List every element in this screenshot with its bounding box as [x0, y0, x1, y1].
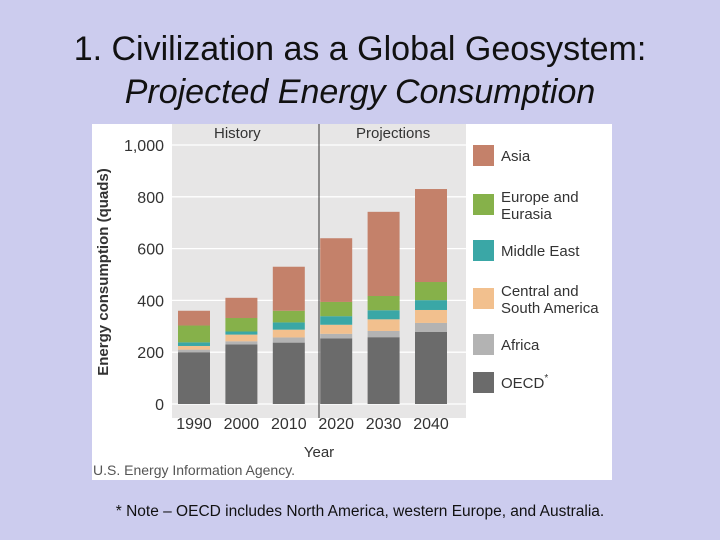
bar-segment [320, 338, 353, 404]
bar-segment [225, 331, 258, 335]
bar-segment [178, 310, 210, 326]
bar-segment [272, 329, 305, 338]
x-tick-label: 2000 [224, 416, 260, 433]
bar-segment [415, 331, 447, 404]
history-label: History [214, 125, 261, 142]
bar-segment [225, 334, 258, 342]
legend-swatch [473, 372, 494, 393]
x-tick-label: 2030 [366, 416, 402, 433]
bar-segment [367, 330, 400, 338]
bar-segment [272, 337, 305, 343]
bar-segment [272, 266, 305, 311]
bar-segment [178, 342, 210, 346]
bar-segment [415, 189, 447, 283]
slide-title: 1. Civilization as a Global Geosystem: P… [0, 28, 720, 114]
y-tick-label: 0 [155, 397, 164, 414]
chart-figure: 0 200 400 600 800 1,000 Energy consumption (qu… [92, 124, 612, 480]
y-tick-label: 400 [137, 293, 164, 310]
x-tick-label: 2020 [318, 416, 354, 433]
stacked-bar-chart: 0 200 400 600 800 1,000 Energy consumption (qu… [93, 124, 599, 478]
legend-swatch [473, 194, 494, 215]
bar-segment [367, 211, 400, 296]
legend-swatch [473, 240, 494, 261]
bar-segment [178, 345, 210, 350]
bar-segment [320, 324, 353, 334]
bar-segment [272, 322, 305, 330]
projections-label: Projections [356, 125, 430, 142]
x-tick-label: 1990 [176, 416, 212, 433]
y-tick-label: 800 [137, 190, 164, 207]
legend-swatch [473, 145, 494, 166]
bar-segment [367, 319, 400, 331]
bar-segment [415, 300, 447, 310]
legend-label: Middle East [501, 243, 580, 260]
legend-label: Europe and Eurasia [501, 189, 579, 223]
bar-segment [272, 310, 305, 323]
bar-segment [178, 349, 210, 353]
bar-segment [415, 282, 447, 301]
legend-swatch [473, 334, 494, 355]
bar-segment [320, 333, 353, 339]
legend-label: Africa [501, 337, 540, 354]
bar-segment [225, 297, 258, 319]
bar-segment [367, 337, 400, 404]
bar-segment [178, 325, 210, 343]
bar-segment [225, 318, 258, 332]
y-tick-label: 600 [137, 242, 164, 259]
title-line-1: 1. Civilization as a Global Geosystem: [73, 30, 647, 68]
y-tick-label: 1,000 [124, 138, 164, 155]
bar-segment [320, 301, 353, 317]
footnote: * Note – OECD includes North America, we… [115, 503, 605, 520]
bar-segment [415, 309, 447, 323]
legend-label: Central and South America [501, 283, 599, 317]
x-axis-label: Year [304, 444, 334, 461]
x-tick-label: 2010 [271, 416, 307, 433]
bar-segment [367, 310, 400, 320]
bar-segment [272, 342, 305, 404]
bar-segment [415, 322, 447, 332]
y-axis-label: Energy consumption (quads) [95, 168, 112, 376]
x-tick-label: 2040 [413, 416, 449, 433]
bar-segment [225, 344, 258, 404]
bar-segment [225, 341, 258, 345]
title-line-2: Projected Energy Consumption [124, 73, 596, 111]
bar-segment [320, 238, 353, 302]
legend-label: Asia [501, 148, 531, 165]
bar-segment [367, 295, 400, 311]
legend-label: OECD* [501, 373, 548, 392]
source-label: U.S. Energy Information Agency. [93, 462, 295, 478]
bar-segment [320, 316, 353, 325]
bar-segment [178, 352, 210, 404]
y-tick-label: 200 [137, 345, 164, 362]
legend-swatch [473, 288, 494, 309]
